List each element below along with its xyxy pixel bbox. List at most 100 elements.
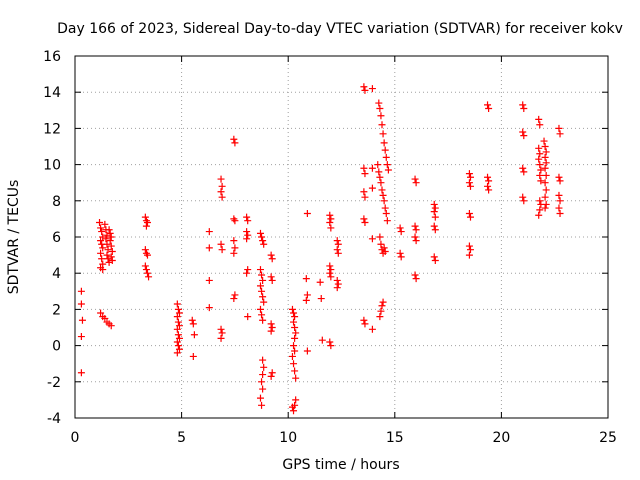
data-point: [256, 305, 264, 313]
data-point: [259, 316, 267, 324]
data-point: [431, 213, 439, 221]
data-point: [108, 257, 116, 265]
data-point: [141, 213, 149, 221]
data-point: [243, 213, 251, 221]
y-tick-label: 6: [52, 230, 61, 246]
data-point: [430, 222, 438, 230]
data-point: [303, 291, 311, 299]
data-point: [376, 313, 384, 321]
data-point: [316, 278, 324, 286]
data-point: [368, 184, 376, 192]
data-point: [260, 363, 268, 371]
data-point: [537, 177, 545, 185]
data-point: [465, 170, 473, 178]
data-point: [368, 325, 376, 333]
data-point: [244, 313, 252, 321]
data-point: [412, 237, 420, 245]
data-point: [230, 295, 238, 303]
x-tick-label: 0: [71, 430, 80, 446]
data-point: [368, 85, 376, 93]
data-point: [431, 257, 439, 265]
data-point: [291, 324, 299, 331]
data-point: [484, 182, 492, 190]
data-point: [465, 251, 473, 259]
data-point: [378, 121, 386, 129]
data-point: [142, 249, 150, 257]
data-point: [326, 338, 334, 346]
data-point: [217, 334, 225, 342]
data-point: [218, 246, 226, 254]
data-point: [218, 193, 226, 201]
data-point: [465, 242, 473, 250]
data-point: [292, 374, 300, 382]
y-tick-label: -2: [47, 375, 61, 391]
data-point: [104, 255, 112, 263]
data-point: [175, 334, 183, 342]
data-point: [375, 168, 383, 176]
data-point: [291, 334, 299, 342]
data-point: [430, 208, 438, 216]
y-axis-label: SDTVAR / TECUs: [6, 180, 22, 295]
y-tick-label: -4: [47, 411, 61, 427]
data-point: [259, 237, 267, 245]
data-point: [431, 204, 439, 212]
data-point: [430, 253, 438, 261]
data-point: [484, 101, 492, 109]
chart-title: Day 166 of 2023, Sidereal Day-to-day VTE…: [57, 21, 623, 37]
data-point: [383, 217, 391, 225]
data-point: [230, 135, 238, 143]
data-point: [258, 311, 266, 319]
data-point: [258, 271, 266, 279]
data-point: [143, 251, 151, 259]
data-point: [541, 193, 549, 201]
data-point: [107, 253, 115, 261]
data-point: [541, 204, 549, 212]
data-point: [377, 240, 385, 248]
data-point: [466, 246, 474, 254]
data-point: [376, 233, 384, 241]
data-point: [288, 305, 296, 313]
data-point: [396, 249, 404, 257]
data-point: [466, 213, 474, 221]
data-point: [142, 222, 150, 230]
data-point: [104, 246, 112, 254]
data-point: [99, 266, 107, 274]
x-tick-label: 25: [599, 430, 617, 446]
data-point: [519, 101, 527, 109]
data-point: [555, 191, 563, 199]
data-point: [303, 347, 311, 355]
data-point: [375, 99, 383, 107]
data-point: [175, 345, 183, 353]
axis-ticks: 0 5 10 15 20 25 -4 -2 0 2 4 6 8 10 12 14 16: [43, 49, 617, 446]
data-point: [380, 197, 388, 205]
data-point: [541, 164, 549, 172]
data-point: [173, 349, 181, 357]
data-point: [290, 309, 298, 317]
data-point: [485, 186, 493, 194]
data-point: [291, 367, 299, 375]
data-point: [103, 240, 111, 248]
y-tick-label: 8: [52, 194, 61, 210]
data-point: [175, 322, 183, 330]
data-point: [327, 224, 335, 232]
data-point: [143, 219, 151, 227]
data-point: [383, 161, 391, 169]
data-point: [411, 233, 419, 241]
data-point: [361, 170, 369, 178]
data-point: [145, 273, 153, 281]
data-point: [379, 191, 387, 199]
data-point: [173, 325, 181, 333]
data-point: [361, 219, 369, 227]
data-point: [466, 182, 474, 190]
data-point: [465, 179, 473, 187]
y-tick-label: 10: [43, 158, 61, 174]
data-point: [97, 249, 105, 257]
data-point: [380, 244, 388, 252]
x-tick-label: 20: [492, 430, 510, 446]
data-point: [326, 262, 334, 270]
data-point: [377, 112, 385, 120]
y-tick-label: 2: [52, 302, 61, 318]
data-point: [396, 224, 404, 232]
data-point: [205, 304, 213, 312]
